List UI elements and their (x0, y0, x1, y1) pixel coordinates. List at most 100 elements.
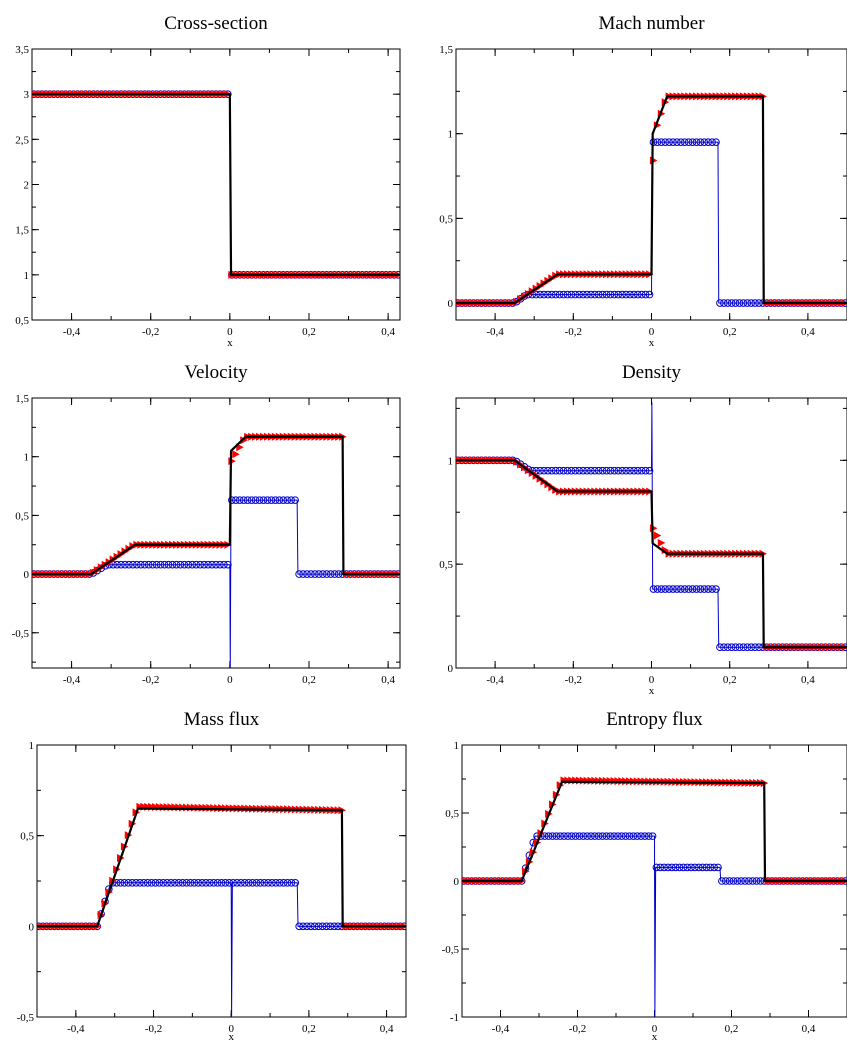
scheme-b-point (194, 879, 202, 887)
scheme-b-point (727, 299, 736, 307)
data-layer (462, 776, 847, 1017)
scheme-b-point (133, 560, 141, 569)
chart-title: Mach number (598, 13, 705, 34)
scheme-b-point (657, 138, 666, 146)
scheme-b-point (594, 290, 603, 299)
scheme-b-point (287, 879, 296, 887)
scheme-b-point (147, 879, 156, 887)
y-tick-label: 3,5 (15, 44, 29, 56)
scheme-b-point (128, 879, 136, 887)
scheme-b-point (626, 290, 634, 299)
scheme-b-point (263, 496, 272, 504)
data-layer (32, 90, 400, 279)
scheme-b-point (275, 496, 284, 504)
scheme-b-point (152, 560, 161, 569)
scheme-b-point (172, 560, 181, 569)
scheme-b-point (319, 570, 327, 578)
scheme-b-point (684, 138, 693, 146)
scheme-a-point (649, 156, 658, 165)
scheme-b-point (641, 832, 649, 840)
x-tick-label: 0 (652, 1023, 658, 1035)
scheme-b-point (675, 863, 684, 872)
scheme-b-point (231, 496, 240, 504)
scheme-b-point (723, 299, 732, 307)
scheme-b-point (669, 585, 677, 593)
scheme-b-point (299, 922, 307, 931)
x-tick-label: 0 (227, 674, 233, 686)
scheme-b-point (322, 922, 331, 931)
scheme-b-point (224, 560, 232, 569)
scheme-b-point (192, 560, 201, 569)
x-tick-label: 0,2 (723, 674, 737, 686)
scheme-b-point (602, 466, 611, 475)
scheme-b-point (598, 832, 607, 840)
scheme-b-point (645, 290, 654, 299)
scheme-b-point (168, 560, 177, 569)
scheme-b-point (540, 290, 548, 299)
x-tick-label: -0,4 (63, 674, 81, 686)
y-tick-label: 0 (448, 663, 454, 675)
scheme-b-point (229, 879, 237, 887)
y-tick-label: 0,5 (15, 315, 29, 327)
scheme-b-point (696, 138, 705, 146)
scheme-b-point (186, 879, 195, 887)
scheme-b-point (124, 879, 133, 887)
scheme-b-point (188, 560, 197, 569)
scheme-b-point (552, 832, 561, 840)
scheme-b-point (571, 832, 580, 840)
chart-panel: Mass flux -0,4 -0,2 0 0,2 0,4 -0,5 0 0,5 1 x (17, 709, 407, 1043)
scheme-b-point (156, 560, 165, 569)
y-tick-label: 2 (24, 180, 30, 192)
scheme-b-point (239, 496, 248, 504)
scheme-b-point (712, 138, 720, 146)
scheme-b-point (202, 879, 210, 887)
y-tick-label: -0,5 (12, 628, 30, 640)
y-tick-label: 0 (29, 921, 35, 933)
scheme-b-point (653, 585, 662, 593)
exact-solution-line (32, 435, 400, 576)
scheme-b-point (720, 299, 728, 307)
y-tick-label: 0,5 (445, 808, 459, 820)
scheme-b-point (747, 643, 756, 652)
y-tick-label: 0,5 (439, 559, 453, 571)
scheme-b-point (295, 922, 303, 931)
scheme-b-point (178, 879, 187, 887)
scheme-b-point (544, 832, 553, 840)
scheme-b-point (727, 643, 736, 652)
scheme-b-point (143, 879, 152, 887)
scheme-b-point (564, 832, 572, 840)
scheme-b-point (594, 466, 603, 475)
scheme-b-point (579, 466, 587, 475)
scheme-b-point (591, 832, 599, 840)
scheme-b-point (209, 879, 218, 887)
chart-panel: Density -0,4 -0,2 0 0,2 0,4 0 0,5 1 x (439, 362, 847, 697)
data-layer (37, 802, 406, 1017)
y-tick-label: 0,5 (15, 510, 29, 522)
scheme-b-point (279, 879, 288, 887)
scheme-b-point (251, 496, 260, 504)
scheme-b-point (182, 879, 191, 887)
x-tick-label: -0,4 (486, 326, 504, 338)
scheme-b-point (167, 879, 175, 887)
scheme-b-point (673, 585, 681, 593)
scheme-b-point (687, 863, 695, 872)
scheme-b-point (700, 138, 709, 146)
scheme-b-point (536, 466, 544, 475)
x-tick-label: 0,2 (302, 1023, 316, 1035)
scheme-b-point (587, 290, 595, 299)
scheme-b-point (163, 879, 171, 887)
scheme-b-point (268, 879, 276, 887)
scheme-b-point (136, 879, 144, 887)
scheme-b-point (648, 832, 657, 840)
scheme-b-point (217, 879, 226, 887)
x-axis-label: x (649, 337, 655, 349)
x-tick-label: -0,2 (565, 674, 582, 686)
scheme-b-point (208, 560, 216, 569)
chart-panel: Entropy flux -0,4 -0,2 0 0,2 0,4 -1 -0,5 0 0,5 1 x (442, 709, 847, 1043)
scheme-b-point (665, 138, 673, 146)
scheme-b-point (594, 832, 603, 840)
scheme-b-point (729, 877, 738, 885)
scheme-b-point (698, 863, 707, 872)
scheme-b-point (598, 290, 607, 299)
y-tick-label: 0 (24, 569, 30, 581)
